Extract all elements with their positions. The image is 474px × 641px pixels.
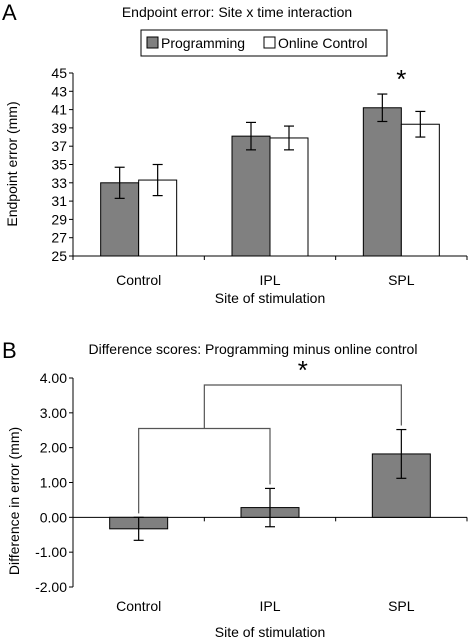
panel-b-y-tick-label: -2.00	[35, 579, 67, 595]
panel-a-bar-spl-online-control	[400, 123, 440, 257]
panel-a-label: A	[2, 0, 17, 25]
panel-b-y-tick-label: 2.00	[40, 440, 67, 456]
legend-swatch-online-control	[263, 36, 276, 49]
panel-b-y-tick-label: -1.00	[35, 544, 67, 560]
panel-a-y-tick-label: 33	[51, 175, 67, 191]
panel-b-label: B	[2, 338, 17, 363]
panel-a-ylabel: Endpoint error (mm)	[4, 101, 20, 226]
panel-a-category-label-control: Control	[116, 272, 161, 288]
panel-b-plot: -2.00 -1.00 0.00 1.00 2.00 3.00 4.00 Control IPL…	[35, 355, 468, 614]
panel-a-y-tick-label: 39	[51, 120, 67, 136]
panel-a-y-tick-label: 31	[51, 193, 67, 209]
legend: Programming Online Control	[140, 29, 388, 57]
panel-b-category-label-spl: SPL	[388, 598, 415, 614]
panel-a-y-tick-label: 29	[51, 211, 67, 227]
panel-a-title: Endpoint error: Site x time interaction	[122, 4, 352, 20]
legend-label-online-control: Online Control	[278, 35, 368, 51]
panel-b-bracket-spl	[203, 384, 402, 429]
panel-a-bar-ipl-programming	[231, 135, 271, 257]
panel-a-category-label-spl: SPL	[388, 272, 415, 288]
panel-b-y-tick-label: 1.00	[40, 475, 67, 491]
panel-b-significance-asterisk: *	[298, 355, 308, 385]
panel-b-y-tick-label: 4.00	[40, 370, 67, 386]
panel-a-bar-spl-programming	[362, 107, 402, 257]
panel-a-y-tick-label: 45	[51, 65, 67, 81]
panel-a: A Endpoint error: Site x time interactio…	[2, 0, 468, 306]
panel-a-bar-ipl-online-control	[269, 137, 309, 257]
panel-a-y-tick-label: 37	[51, 138, 67, 154]
panel-a-y-tick-label: 43	[51, 83, 67, 99]
panel-b-ylabel: Difference in error (mm)	[6, 427, 22, 575]
panel-a-plot: 25 27 29 31 33 35 37 39 41 43 45 Control IPL SPL *	[51, 64, 468, 288]
legend-label-programming: Programming	[161, 35, 245, 51]
panel-a-y-tick-label: 35	[51, 157, 67, 173]
panel-a-significance-asterisk: *	[396, 64, 406, 94]
panel-a-y-tick-label: 27	[51, 230, 67, 246]
panel-a-xlabel: Site of stimulation	[215, 290, 326, 306]
panel-b-title: Difference scores: Programming minus onl…	[89, 341, 418, 357]
panel-b-bracket-control-ipl	[138, 427, 271, 514]
panel-b-xlabel: Site of stimulation	[215, 624, 326, 640]
legend-swatch-programming	[146, 36, 159, 49]
panel-b: B Difference scores: Programming minus o…	[2, 338, 468, 640]
panel-b-y-tick-label: 0.00	[40, 509, 67, 525]
panel-a-y-tick-label: 25	[51, 248, 67, 264]
panel-a-y-tick-label: 41	[51, 102, 67, 118]
panel-a-category-label-ipl: IPL	[259, 272, 280, 288]
panel-b-category-label-control: Control	[116, 598, 161, 614]
panel-b-category-label-ipl: IPL	[259, 598, 280, 614]
panel-b-y-tick-label: 3.00	[40, 405, 67, 421]
